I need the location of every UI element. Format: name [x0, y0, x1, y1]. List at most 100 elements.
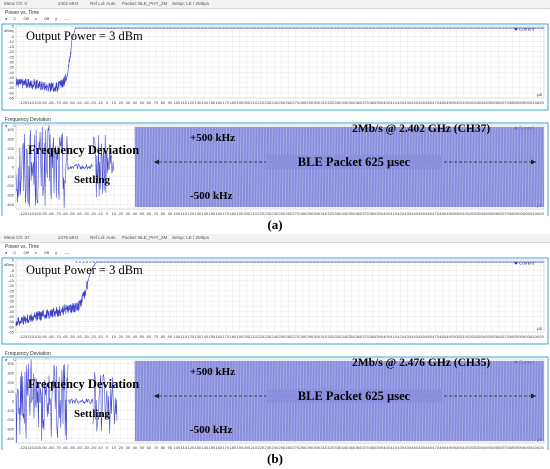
- y-axis-label: dBm: [4, 262, 13, 267]
- power-controls[interactable]: ● C Off x Off y ----: [5, 250, 70, 255]
- marker-c-icon[interactable]: ●: [5, 357, 8, 362]
- x-tick-label: 10: [112, 100, 117, 105]
- x-tick-label: 30: [126, 334, 131, 339]
- y-tick-label: -25: [8, 288, 15, 293]
- x-tick-label: -90: [41, 334, 48, 339]
- x-tick-label: 290: [306, 211, 313, 216]
- x-tick-label: 610: [530, 100, 537, 105]
- x-tick-label: 330: [334, 445, 341, 450]
- x-tick-label: 510: [460, 334, 467, 339]
- x-tick-label: 420: [397, 100, 404, 105]
- x-tick-label: -110: [26, 334, 34, 339]
- marker-c-icon[interactable]: ●: [5, 250, 8, 255]
- x-tick-label: 600: [523, 445, 530, 450]
- x-tick-label: 440: [411, 334, 418, 339]
- x-tick-label: -20: [90, 445, 97, 450]
- x-tick-label: 530: [474, 445, 481, 450]
- x-tick-label: 370: [362, 211, 369, 216]
- x-tick-label: 450: [418, 211, 425, 216]
- x-tick-label: 600: [523, 211, 530, 216]
- x-tick-label: 370: [362, 334, 369, 339]
- x-tick-label: -100: [33, 445, 42, 450]
- x-tick-label: 480: [439, 445, 446, 450]
- x-tick-label: 620: [537, 211, 544, 216]
- x-tick-label: 350: [348, 334, 355, 339]
- x-tick-label: 20: [119, 445, 124, 450]
- x-tick-label: 350: [348, 211, 355, 216]
- x-tick-label: 320: [327, 211, 334, 216]
- x-tick-label: 210: [250, 100, 257, 105]
- x-tick-label: 400: [383, 100, 390, 105]
- x-tick-label: 370: [362, 445, 369, 450]
- x-tick-label: 390: [376, 334, 383, 339]
- x-tick-label: 360: [355, 100, 362, 105]
- marker-c-icon[interactable]: ●: [5, 123, 8, 128]
- settling-label: Settling: [74, 408, 111, 420]
- x-tick-label: 410: [390, 211, 397, 216]
- legend-label: Current: [519, 261, 535, 266]
- x-tick-label: 480: [439, 211, 446, 216]
- x-tick-label: 210: [250, 211, 257, 216]
- x-tick-label: 460: [425, 211, 432, 216]
- x-tick-label: 620: [537, 100, 544, 105]
- x-tick-label: 430: [404, 445, 411, 450]
- freq-chart-b: -120 -110 -100 -90 -80 -70 -60 -50 -40 -30 -20 -10 0…: [1, 356, 549, 450]
- x-tick-label: 450: [418, 334, 425, 339]
- x-tick-label: 580: [509, 334, 516, 339]
- packet-label: BLE Packet 625 µsec: [298, 155, 411, 169]
- y-tick-label: -30: [8, 60, 15, 65]
- x-tick-label: -20: [90, 211, 97, 216]
- y-tick-label: -5: [10, 268, 14, 273]
- x-tick-label: 550: [488, 100, 495, 105]
- x-tick-label: -20: [90, 334, 97, 339]
- y-tick-label: 0: [12, 263, 15, 268]
- chart-frame: [1, 122, 549, 216]
- x-tick-label: 430: [404, 211, 411, 216]
- x-tick-label: -60: [62, 100, 69, 105]
- x-tick-label: 150: [208, 334, 215, 339]
- x-tick-label: 220: [257, 211, 264, 216]
- settling-trace: [68, 163, 94, 170]
- x-tick-label: 170: [222, 334, 229, 339]
- x-tick-label: 430: [404, 334, 411, 339]
- x-tick-label: 240: [271, 334, 278, 339]
- x-tick-label: 260: [285, 334, 292, 339]
- x-tick-label: 460: [425, 334, 432, 339]
- x-tick-label: 320: [327, 100, 334, 105]
- y-tick-label: -60: [8, 324, 15, 329]
- x-tick-label: -70: [55, 334, 62, 339]
- x-tick-label: 570: [502, 100, 509, 105]
- x-tick-label: 230: [264, 100, 271, 105]
- y-tick-label: 0: [12, 165, 15, 170]
- x-tick-label: 330: [334, 100, 341, 105]
- x-tick-label: 210: [250, 334, 257, 339]
- x-tick-label: 560: [495, 445, 502, 450]
- chart-frame: [1, 23, 549, 111]
- x-tick-label: 50: [140, 211, 145, 216]
- x-tick-label: 180: [229, 211, 236, 216]
- marker-c-icon[interactable]: ●: [5, 16, 8, 21]
- x-tick-label: 560: [495, 100, 502, 105]
- y-tick-label: -20: [8, 49, 15, 54]
- x-tick-label: 490: [446, 211, 453, 216]
- x-tick-label: 50: [140, 334, 145, 339]
- y-tick-label: 400: [7, 127, 14, 132]
- power-controls[interactable]: ● C Off x Off y ----: [5, 16, 70, 21]
- x-tick-label: 280: [299, 211, 306, 216]
- x-tick-label: 340: [341, 445, 348, 450]
- x-tick-label: 310: [320, 100, 327, 105]
- x-tick-label: 50: [140, 100, 145, 105]
- x-tick-label: -70: [55, 445, 62, 450]
- x-tick-label: 470: [432, 334, 439, 339]
- x-tick-label: 280: [299, 334, 306, 339]
- x-tick-label: 260: [285, 211, 292, 216]
- x-tick-label: 330: [334, 334, 341, 339]
- x-tick-label: 600: [523, 100, 530, 105]
- y-tick-label: 200: [7, 380, 14, 385]
- x-tick-label: 240: [271, 211, 278, 216]
- x-tick-label: 30: [126, 100, 131, 105]
- x-tick-label: 270: [292, 334, 299, 339]
- x-tick-label: 210: [250, 445, 257, 450]
- x-tick-label: 340: [341, 211, 348, 216]
- x-tick-label: 500: [453, 445, 460, 450]
